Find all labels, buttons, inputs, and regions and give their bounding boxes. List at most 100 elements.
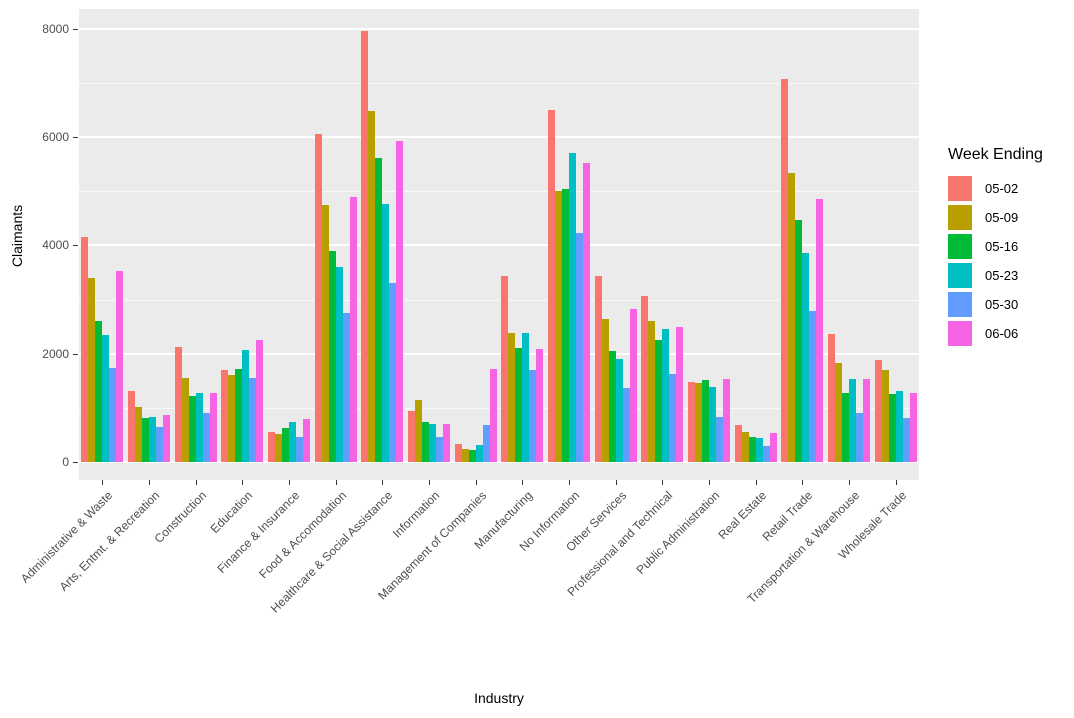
bar-05-09 (461, 449, 469, 462)
legend-entry-05-02: 05-02 (941, 174, 1043, 203)
bar-06-06 (396, 141, 404, 462)
bar-05-16 (562, 188, 569, 462)
bar-05-30 (342, 312, 350, 462)
x-tick-label: Arts, Entmt. & Recreation (56, 488, 163, 594)
bar-05-02 (688, 381, 695, 462)
bar-05-09 (181, 377, 189, 462)
bar-05-30 (716, 417, 723, 462)
x-axis-title: Industry (474, 690, 524, 706)
bar-06-06 (816, 199, 824, 462)
legend-swatch (948, 234, 972, 259)
bar-05-02 (221, 370, 229, 462)
minor-gridline (79, 299, 919, 301)
bar-05-09 (835, 363, 842, 462)
bar-05-09 (415, 399, 422, 462)
x-tick-label: Public Administration (633, 488, 723, 577)
bar-05-02 (594, 275, 602, 462)
bar-06-06 (909, 392, 917, 462)
bar-05-16 (842, 393, 849, 462)
bar-05-16 (468, 450, 476, 462)
bar-05-30 (669, 373, 677, 462)
major-gridline (79, 244, 919, 247)
bar-05-16 (608, 350, 616, 462)
bar-05-23 (149, 416, 156, 462)
bar-05-02 (874, 359, 882, 462)
bar-06-06 (349, 196, 357, 462)
bar-05-02 (408, 410, 415, 462)
bar-05-02 (268, 431, 275, 462)
x-tick-mark (289, 480, 290, 485)
legend-swatch (948, 292, 972, 317)
bar-05-23 (802, 252, 810, 462)
bar-06-06 (536, 349, 544, 462)
legend-entries: 05-02 05-09 05-16 05-23 05-30 06-06 (941, 174, 1043, 348)
bar-05-02 (361, 30, 369, 462)
x-tick-mark (849, 480, 850, 485)
x-tick-mark (429, 480, 430, 485)
legend-swatch (948, 321, 972, 346)
bar-05-02 (641, 296, 649, 462)
bar-05-30 (389, 283, 397, 462)
bar-05-23 (475, 445, 483, 462)
bar-05-23 (382, 203, 390, 462)
bar-05-30 (576, 232, 583, 462)
bar-05-16 (142, 417, 149, 462)
bar-05-23 (849, 379, 856, 462)
legend-label: 05-30 (985, 297, 1019, 312)
bar-05-23 (522, 333, 530, 462)
x-tick-mark (615, 480, 617, 485)
bar-06-06 (489, 368, 497, 462)
major-gridline (79, 352, 919, 355)
bar-05-16 (702, 379, 709, 462)
bar-05-23 (289, 421, 296, 462)
bar-05-30 (202, 413, 210, 462)
bar-05-09 (881, 369, 889, 462)
y-tick-mark (73, 353, 78, 355)
minor-gridline (79, 191, 919, 193)
x-tick-mark (195, 480, 197, 485)
x-tick-mark (149, 480, 150, 485)
bar-05-23 (895, 390, 903, 462)
legend-label: 05-23 (985, 268, 1019, 283)
x-tick-mark (755, 480, 757, 485)
bar-05-02 (501, 275, 509, 462)
y-tick-label: 8000 (42, 21, 69, 36)
major-gridline (79, 27, 919, 30)
legend-entry-05-16: 05-16 (941, 232, 1043, 261)
x-tick-label: Finance & Insurance (214, 488, 303, 577)
bar-05-16 (795, 219, 803, 462)
bar-05-16 (748, 436, 756, 462)
bar-05-30 (529, 369, 537, 462)
x-tick-label: Food & Accomodation (255, 488, 349, 582)
bar-05-09 (555, 191, 562, 462)
bar-05-16 (515, 348, 523, 462)
x-tick-mark (522, 480, 524, 485)
y-tick-label: 4000 (42, 238, 69, 253)
bar-05-09 (228, 374, 236, 462)
legend-entry-05-30: 05-30 (941, 290, 1043, 319)
minor-gridline (79, 407, 919, 409)
bar-05-09 (508, 333, 516, 462)
x-tick-label: Administrative & Waste (18, 488, 116, 586)
x-tick-mark (569, 480, 570, 485)
legend-label: 05-02 (985, 181, 1019, 196)
bar-05-02 (734, 425, 742, 462)
bar-05-23 (242, 350, 250, 462)
bar-05-30 (109, 367, 117, 462)
bar-05-16 (282, 428, 289, 462)
bar-05-30 (902, 418, 910, 462)
bar-05-23 (662, 329, 670, 462)
x-tick-mark (242, 480, 244, 485)
major-gridline (79, 136, 919, 139)
bar-05-23 (569, 152, 576, 462)
y-axis-title: Claimants (9, 204, 25, 267)
bar-05-16 (95, 321, 103, 462)
bar-05-16 (188, 396, 196, 462)
legend-entry-06-06: 06-06 (941, 319, 1043, 348)
bar-05-02 (174, 347, 182, 462)
bar-05-02 (828, 333, 835, 462)
y-tick-mark (73, 28, 78, 30)
legend-label: 05-09 (985, 210, 1019, 225)
bar-05-02 (314, 133, 322, 462)
bar-05-02 (81, 237, 89, 462)
